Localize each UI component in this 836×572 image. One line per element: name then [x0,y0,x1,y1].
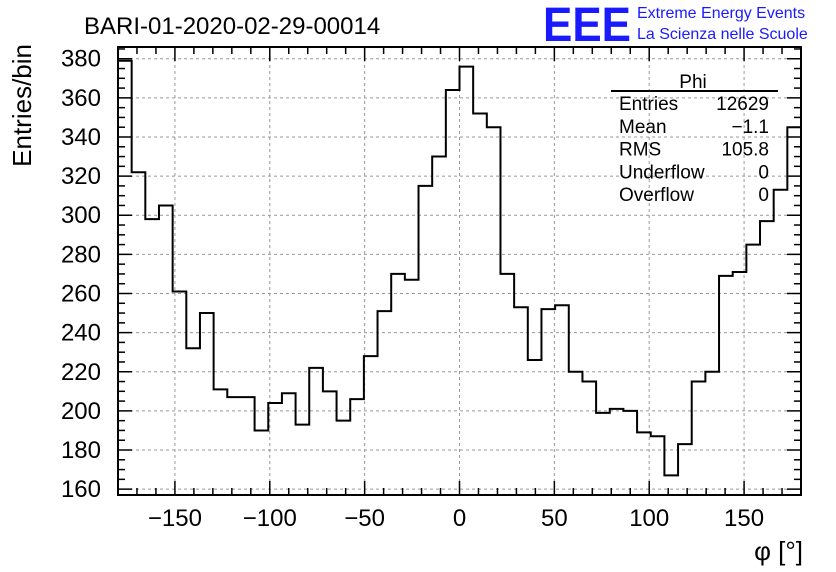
stats-title: Phi [679,72,706,93]
histogram-bin [692,382,706,495]
y-tick-label: 160 [61,476,101,503]
stats-label: Underflow [619,162,705,183]
stats-label: Mean [619,117,667,138]
histogram-bin [746,245,760,495]
histogram-bin [582,382,596,495]
histogram-bin [487,127,501,495]
grid [118,47,801,495]
y-tick-label: 240 [61,320,101,347]
x-tick-label: 0 [453,505,466,532]
histogram-bin [364,356,378,495]
tick-labels: −150 −100 −50 0 50 100 150 160 180 200 220 240 260 28… [61,46,764,532]
y-axis-label: Entries/bin [7,44,37,167]
histogram-bin [323,391,337,495]
logo-line-2: La Scienza nelle Scuole [637,26,808,43]
y-tick-label: 320 [61,163,101,190]
x-axis-label: φ [°] [754,536,803,566]
stats-box: Phi Entries 12629 Mean −1.1 RMS 105.8 Underflo… [611,72,778,206]
histogram-bin [705,372,719,495]
axis-ticks [117,47,802,495]
histogram-bin [173,292,187,495]
histogram-bin [309,368,323,495]
histogram-bin [610,409,624,495]
histogram-bin [350,399,364,495]
histogram-bin [460,67,474,495]
y-tick-label: 300 [61,202,101,229]
stats-value: 12629 [716,94,769,115]
histogram-bin [446,90,460,495]
x-tick-label: −150 [148,505,202,532]
stats-label: Overflow [619,185,694,206]
histogram-bin [391,274,405,495]
histogram-bin [528,360,542,495]
logo-line-1: Extreme Energy Events [637,5,805,22]
histogram-bin [514,307,528,495]
x-tick-label: 100 [629,505,669,532]
histogram-bin [186,348,200,495]
stats-value: 0 [758,162,769,183]
histogram-outline [118,59,801,477]
histogram-bars [118,59,801,495]
histogram-bin [623,411,637,495]
stats-label: Entries [619,94,678,115]
histogram-bin [255,430,269,495]
histogram-bin [678,444,692,495]
eee-logo: EEE [543,0,631,52]
histogram-bin [132,172,146,495]
stats-value: 105.8 [721,140,769,161]
histogram-bin [569,372,583,495]
stats-label: RMS [619,140,661,161]
histogram-bin [241,397,255,495]
histogram-bin [419,186,433,495]
histogram-bin [664,475,678,495]
y-tick-label: 260 [61,280,101,307]
histogram-bin [733,272,747,495]
y-tick-label: 220 [61,359,101,386]
y-tick-label: 360 [61,85,101,112]
stats-rows: Entries 12629 Mean −1.1 RMS 105.8 Underflow 0 Ov… [619,94,769,206]
y-tick-label: 180 [61,437,101,464]
y-tick-label: 200 [61,398,101,425]
histogram-bin [596,413,610,495]
histogram-bin [719,276,733,495]
histogram-bin [432,157,446,495]
x-tick-label: 150 [724,505,764,532]
histogram-bin [473,114,487,495]
histogram-bin [159,205,173,495]
y-tick-label: 340 [61,124,101,151]
histogram-bin [405,280,419,495]
histogram-bin [214,389,228,495]
histogram-bin [760,221,774,495]
histogram-bin [555,305,569,495]
run-title: BARI-01-2020-02-29-00014 [84,13,380,40]
x-tick-label: −50 [344,505,385,532]
histogram-bin [774,190,788,495]
stats-value: 0 [758,185,769,206]
histogram-bin [378,311,392,495]
x-tick-label: −100 [243,505,297,532]
histogram-bin [145,219,159,495]
histogram-bin [282,393,296,495]
histogram-bin [296,425,310,495]
histogram-bin [227,397,241,495]
y-tick-label: 280 [61,241,101,268]
y-tick-label: 380 [61,46,101,73]
histogram-bin [500,274,514,495]
histogram-bin [541,309,555,495]
histogram-bin [200,313,214,495]
histogram-bin [337,421,351,495]
histogram-bin [651,436,665,495]
x-tick-label: 50 [541,505,568,532]
stats-value: −1.1 [731,117,769,138]
